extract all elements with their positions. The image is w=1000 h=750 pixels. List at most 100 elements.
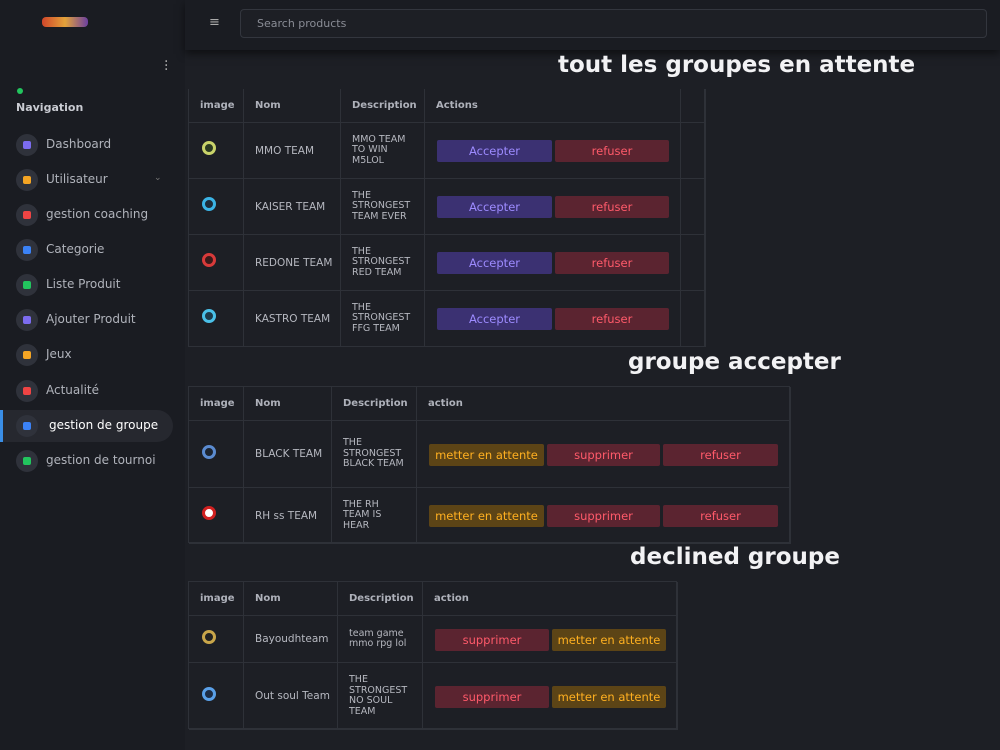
header-cell: Actions bbox=[425, 89, 681, 123]
menu-icon[interactable]: ≡ bbox=[209, 15, 220, 30]
image-cell bbox=[189, 488, 244, 544]
nav-label: Dashboard bbox=[46, 137, 112, 151]
nav-label: Jeux bbox=[46, 347, 72, 361]
nav-icon bbox=[16, 239, 38, 261]
action-button[interactable]: supprimer bbox=[435, 628, 549, 651]
nav-item[interactable]: Liste Produit bbox=[0, 269, 173, 301]
section-title: tout les groupes en attente bbox=[558, 52, 916, 78]
team-avatar bbox=[202, 444, 216, 459]
header-cell bbox=[681, 89, 706, 123]
image-cell bbox=[189, 421, 244, 488]
nav-icon bbox=[16, 134, 38, 156]
name-cell: Out soul Team bbox=[244, 663, 338, 730]
action-button[interactable]: refuser bbox=[663, 443, 778, 466]
nav-item[interactable]: Ajouter Produit bbox=[0, 304, 173, 336]
image-cell bbox=[189, 235, 244, 291]
actions-cell: supprimer metter en attente bbox=[423, 616, 678, 663]
status-dot bbox=[17, 88, 23, 94]
image-cell bbox=[189, 123, 244, 179]
actions-cell: Accepter refuser bbox=[425, 235, 681, 291]
action-button[interactable]: refuser bbox=[555, 252, 669, 274]
header-cell: Nom bbox=[244, 89, 341, 123]
table: image Nom Description Actions MMO TEAM MMO TE… bbox=[188, 89, 706, 347]
logo bbox=[42, 17, 88, 27]
description-cell: team game mmo rpg lol bbox=[338, 616, 423, 663]
nav-label: Ajouter Produit bbox=[46, 312, 136, 326]
header-cell: action bbox=[417, 387, 791, 421]
nav-item[interactable]: gestion de groupe bbox=[0, 410, 173, 442]
nav-icon bbox=[16, 380, 38, 402]
action-button[interactable]: Accepter bbox=[437, 252, 552, 274]
action-button[interactable]: Accepter bbox=[437, 140, 552, 162]
table: image Nom Description action Bayoudhteam team… bbox=[188, 581, 678, 730]
nav-item[interactable]: Dashboard bbox=[0, 129, 173, 161]
section-title: groupe accepter bbox=[628, 349, 841, 375]
image-cell bbox=[189, 179, 244, 235]
sidebar: · · · Navigation Dashboard Utilisateur ⌄ gest… bbox=[0, 0, 185, 750]
action-button[interactable]: metter en attente bbox=[552, 628, 666, 651]
header-cell: image bbox=[189, 89, 244, 123]
empty-cell bbox=[681, 235, 706, 291]
name-cell: MMO TEAM bbox=[244, 123, 341, 179]
nav-label: Actualité bbox=[46, 383, 100, 397]
header-cell: image bbox=[189, 387, 244, 421]
action-button[interactable]: refuser bbox=[555, 196, 669, 218]
action-button[interactable]: supprimer bbox=[547, 443, 660, 466]
image-cell bbox=[189, 663, 244, 730]
actions-cell: metter en attente supprimer refuser bbox=[417, 421, 791, 488]
action-button[interactable]: supprimer bbox=[435, 685, 549, 708]
search-input[interactable]: Search products bbox=[240, 9, 987, 38]
description-cell: THE STRONGEST BLACK TEAM bbox=[332, 421, 417, 488]
table: image Nom Description action BLACK TEAM THE S… bbox=[188, 386, 791, 544]
action-button[interactable]: refuser bbox=[555, 140, 669, 162]
action-button[interactable]: refuser bbox=[555, 308, 669, 330]
action-button[interactable]: metter en attente bbox=[429, 505, 544, 527]
team-avatar bbox=[202, 309, 216, 323]
chevron: ⌄ bbox=[154, 173, 162, 183]
action-button[interactable]: metter en attente bbox=[552, 685, 666, 708]
nav-item[interactable]: Actualité bbox=[0, 375, 173, 407]
nav-label: gestion de groupe bbox=[49, 418, 159, 432]
empty-cell bbox=[681, 179, 706, 235]
name-cell: REDONE TEAM bbox=[244, 235, 341, 291]
nav-label: gestion coaching bbox=[46, 207, 149, 221]
description-cell: THE RH TEAM IS HEAR bbox=[332, 488, 417, 544]
action-button[interactable]: metter en attente bbox=[429, 443, 544, 466]
nav-icon bbox=[16, 169, 38, 191]
empty-cell bbox=[681, 123, 706, 179]
team-avatar bbox=[202, 629, 216, 644]
team-avatar bbox=[202, 141, 216, 155]
nav-label: Liste Produit bbox=[46, 277, 121, 291]
nav-item[interactable]: gestion coaching bbox=[0, 199, 173, 231]
actions-cell: Accepter refuser bbox=[425, 123, 681, 179]
name-cell: KASTRO TEAM bbox=[244, 291, 341, 347]
nav-icon bbox=[16, 415, 38, 437]
more-icon[interactable]: · · · bbox=[164, 54, 169, 78]
action-button[interactable]: refuser bbox=[663, 505, 778, 527]
name-cell: BLACK TEAM bbox=[244, 421, 332, 488]
nav-item[interactable]: Categorie bbox=[0, 234, 173, 266]
nav-heading: Navigation bbox=[16, 101, 84, 114]
actions-cell: Accepter refuser bbox=[425, 291, 681, 347]
name-cell: RH ss TEAM bbox=[244, 488, 332, 544]
nav-icon bbox=[16, 274, 38, 296]
nav-label: gestion de tournoi bbox=[46, 453, 156, 467]
nav-icon bbox=[16, 344, 38, 366]
header-cell: Nom bbox=[244, 387, 332, 421]
actions-cell: metter en attente supprimer refuser bbox=[417, 488, 791, 544]
nav-item[interactable]: Jeux bbox=[0, 339, 173, 371]
action-button[interactable]: Accepter bbox=[437, 308, 552, 330]
nav-label: Utilisateur bbox=[46, 172, 108, 186]
empty-cell bbox=[681, 291, 706, 347]
description-cell: THE STRONGEST RED TEAM bbox=[341, 235, 425, 291]
actions-cell: supprimer metter en attente bbox=[423, 663, 678, 730]
action-button[interactable]: supprimer bbox=[547, 505, 660, 527]
header-cell: Description bbox=[338, 582, 423, 616]
nav-icon bbox=[16, 309, 38, 331]
nav-item[interactable]: Utilisateur ⌄ bbox=[0, 164, 173, 196]
nav-item[interactable]: gestion de tournoi bbox=[0, 445, 173, 477]
description-cell: MMO TEAM TO WIN M5LOL bbox=[341, 123, 425, 179]
action-button[interactable]: Accepter bbox=[437, 196, 552, 218]
image-cell bbox=[189, 291, 244, 347]
header-cell: action bbox=[423, 582, 678, 616]
